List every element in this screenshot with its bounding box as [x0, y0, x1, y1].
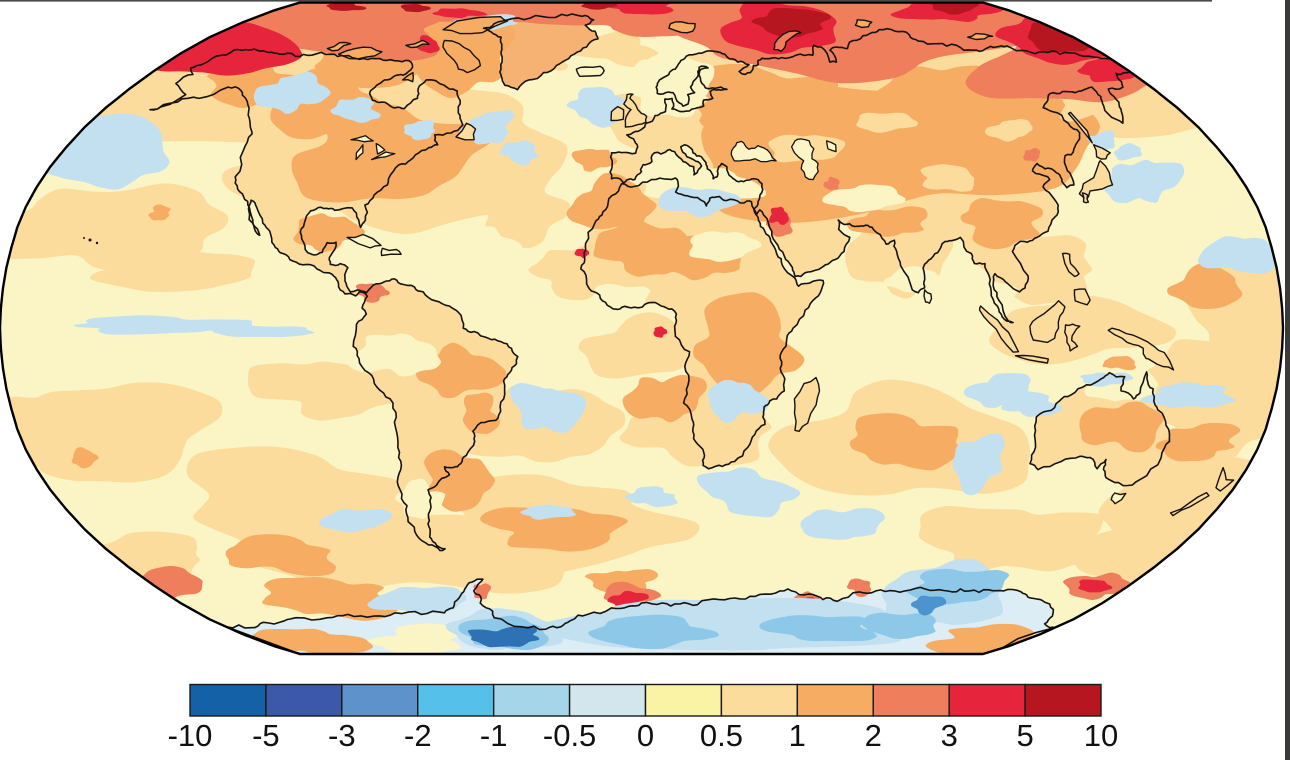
svg-text:-5: -5 — [252, 718, 280, 753]
svg-text:2: 2 — [865, 718, 882, 753]
svg-text:-10: -10 — [168, 718, 213, 753]
svg-text:-3: -3 — [328, 718, 356, 753]
svg-text:3: 3 — [941, 718, 958, 753]
svg-text:0: 0 — [637, 718, 654, 753]
svg-text:5: 5 — [1016, 718, 1033, 753]
svg-text:0.5: 0.5 — [700, 718, 743, 753]
svg-text:-2: -2 — [404, 718, 432, 753]
svg-text:-0.5: -0.5 — [543, 718, 596, 753]
svg-text:-1: -1 — [480, 718, 508, 753]
svg-text:10: 10 — [1084, 718, 1118, 753]
svg-text:1: 1 — [789, 718, 806, 753]
